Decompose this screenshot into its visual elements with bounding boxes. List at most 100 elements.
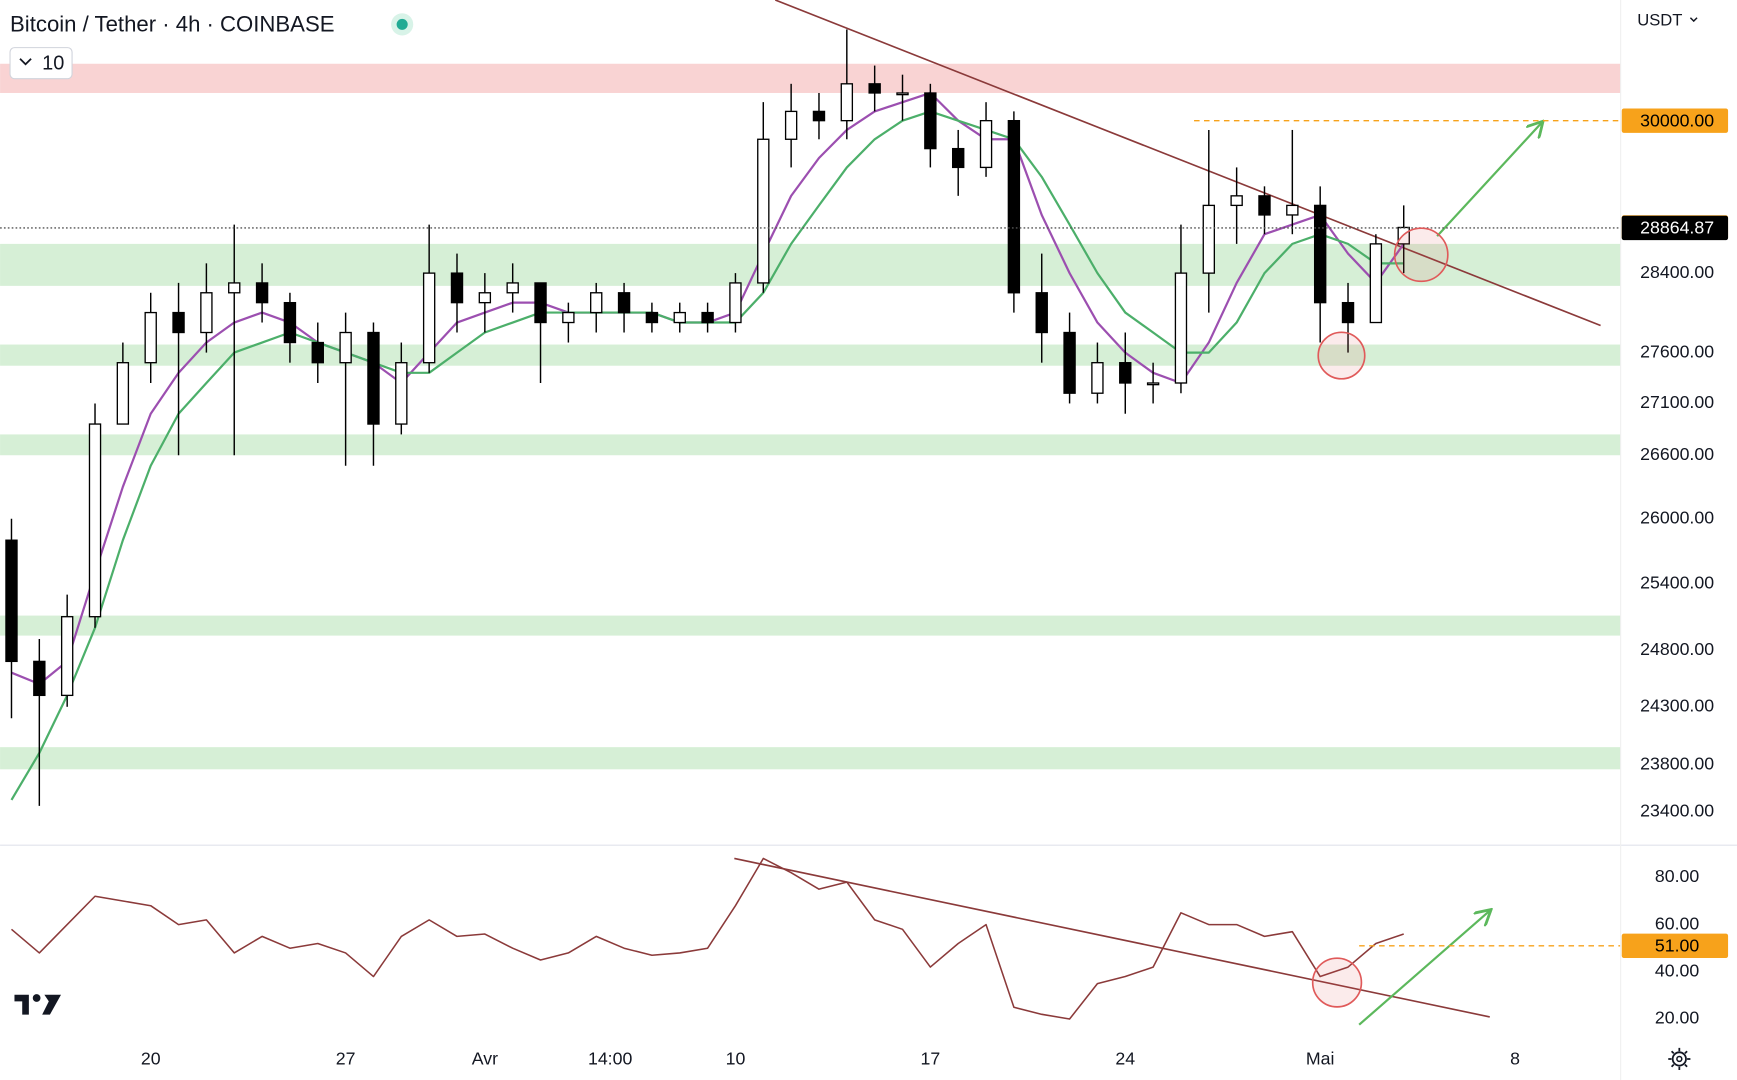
price-tag (1621, 933, 1729, 959)
candle-body (1313, 204, 1327, 304)
y-tick-label: 24800.00 (1640, 639, 1714, 659)
y-tick-label: 20.00 (1655, 1008, 1699, 1028)
candle-body (1230, 195, 1243, 207)
candle-body (1174, 272, 1188, 384)
candle-body (450, 272, 464, 304)
zone (0, 63, 1621, 93)
x-tick-label: 14:00 (588, 1049, 632, 1069)
candle-body (673, 311, 686, 324)
chevron-icon (1689, 17, 1698, 23)
trendline (734, 857, 1490, 1018)
interval-value[interactable]: 10 (42, 53, 64, 75)
candle-body (283, 301, 297, 344)
candle-body (617, 292, 631, 314)
rsi-line (10, 857, 1404, 1020)
candle-body (144, 311, 157, 364)
y-tick-label: 40.00 (1655, 961, 1699, 981)
candle-body (1007, 119, 1021, 294)
candle-body (1146, 382, 1160, 386)
y-tick-label: 23800.00 (1640, 753, 1714, 773)
tradingview-logo (14, 994, 61, 1015)
highlight-circle (1393, 227, 1449, 283)
candle-body (562, 311, 575, 324)
x-tick-label: 8 (1510, 1049, 1520, 1069)
y-tick-label: 27600.00 (1640, 341, 1714, 361)
candle-body (60, 616, 74, 697)
price-tag-label: 30000.00 (1640, 110, 1714, 130)
candle-body (701, 311, 714, 324)
price-tag (1621, 108, 1729, 133)
candle-body (88, 423, 102, 618)
candle-body (1369, 243, 1383, 324)
y-tick-label: 23400.00 (1640, 800, 1714, 820)
y-tick-label: 24300.00 (1640, 695, 1714, 715)
candle-body (590, 292, 603, 314)
y-tick-label: 25400.00 (1640, 572, 1714, 592)
settings-icon[interactable] (1668, 1047, 1691, 1071)
candle-body (478, 292, 492, 304)
arrow (1436, 123, 1542, 237)
candle-body (784, 110, 798, 140)
x-tick-label: 27 (336, 1049, 356, 1069)
x-tick-label: Mai (1306, 1049, 1335, 1069)
chevron-icon (19, 58, 32, 66)
candle-body (367, 331, 380, 425)
zone (0, 615, 1621, 636)
candle-body (200, 292, 213, 334)
interval-button[interactable] (9, 47, 73, 80)
x-tick-label: Avr (472, 1049, 498, 1069)
candle-body (868, 83, 881, 94)
candle-body (729, 282, 742, 324)
zone (0, 243, 1621, 286)
candle-body (311, 341, 324, 364)
candle-body (896, 92, 909, 96)
x-tick-label: 10 (726, 1049, 746, 1069)
x-tick-label: 17 (920, 1049, 940, 1069)
x-tick-label: 20 (141, 1049, 161, 1069)
highlight-circle (1317, 331, 1366, 380)
arrow (1358, 911, 1490, 1026)
candle-body (979, 119, 993, 169)
candle-body (951, 147, 965, 169)
candle-body (395, 362, 408, 425)
candle-body (1091, 362, 1104, 394)
candle-body (1063, 331, 1076, 394)
candle-body (33, 660, 46, 697)
candle-body (812, 110, 826, 122)
candle-body (5, 539, 18, 663)
candle-body (757, 138, 770, 284)
price-tag-label: 51.00 (1655, 936, 1699, 956)
candle-body (172, 311, 185, 334)
candle-body (1202, 204, 1216, 274)
candle-body (1258, 195, 1271, 216)
candle-body (228, 282, 241, 294)
zone (0, 747, 1621, 770)
candle-body (1341, 301, 1355, 324)
candle-body (339, 331, 352, 364)
candle-body (534, 282, 547, 324)
y-tick-label: 26000.00 (1640, 507, 1714, 527)
currency-selector[interactable]: USDT (1637, 10, 1682, 29)
candle-body (1035, 292, 1048, 334)
y-tick-label: 80.00 (1655, 866, 1699, 886)
highlight-circle (1311, 957, 1363, 1008)
y-tick-label: 26600.00 (1640, 444, 1714, 464)
candle-body (1286, 204, 1299, 216)
trendline (774, 0, 1601, 327)
zone (0, 434, 1621, 456)
candle-body (116, 362, 130, 425)
candle-body (422, 272, 436, 364)
candle-body (840, 83, 854, 122)
price-tag (1621, 215, 1729, 241)
candle-body (506, 282, 519, 294)
candle-body (924, 92, 937, 150)
y-tick-label: 60.00 (1655, 913, 1699, 933)
plot-layer (0, 0, 1621, 1026)
status-dot (396, 18, 408, 30)
candle-body (255, 282, 269, 304)
symbol-title: Bitcoin / Tether · 4h · COINBASE (10, 11, 334, 36)
zone (0, 344, 1621, 366)
